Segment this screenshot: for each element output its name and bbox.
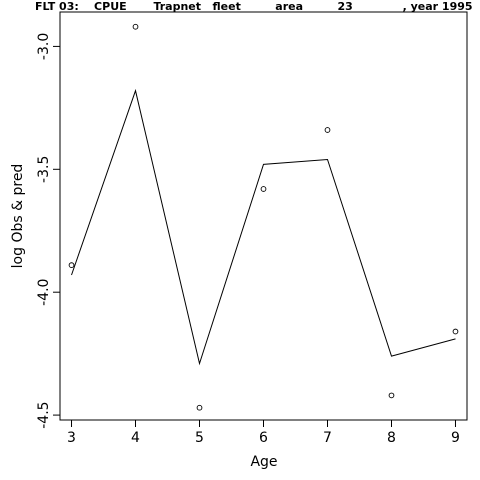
x-axis-label: Age <box>250 454 277 470</box>
observed-point <box>68 262 75 269</box>
observed-point <box>260 186 267 192</box>
series-layer <box>68 23 459 411</box>
plot-frame <box>59 11 468 421</box>
x-tick-label: 4 <box>131 430 140 446</box>
y-axis: -3.0 -3.5 -4.0 -4.5 <box>36 33 61 429</box>
predicted-line <box>71 88 456 366</box>
observed-point <box>452 328 459 335</box>
x-tick-label: 9 <box>451 430 460 446</box>
chart-title: FLT 03: CPUE Trapnet fleet area 23 , yea… <box>35 0 473 13</box>
observed-point <box>388 392 395 399</box>
observed-point <box>132 23 139 30</box>
y-tick-label: -4.5 <box>36 401 52 428</box>
y-axis-label: log Obs & pred <box>10 164 26 269</box>
observed-point <box>196 404 203 411</box>
y-tick-label: -3.0 <box>36 33 52 60</box>
y-tick-label: -3.5 <box>36 156 52 183</box>
x-tick-label: 3 <box>67 430 76 446</box>
observed-point <box>324 127 331 133</box>
x-axis: 3 4 5 6 7 8 9 <box>67 419 460 446</box>
x-tick-label: 5 <box>195 430 204 446</box>
x-tick-label: 8 <box>387 430 396 446</box>
y-tick-label: -4.0 <box>36 279 52 306</box>
x-tick-label: 6 <box>259 430 268 446</box>
x-tick-label: 7 <box>323 430 332 446</box>
